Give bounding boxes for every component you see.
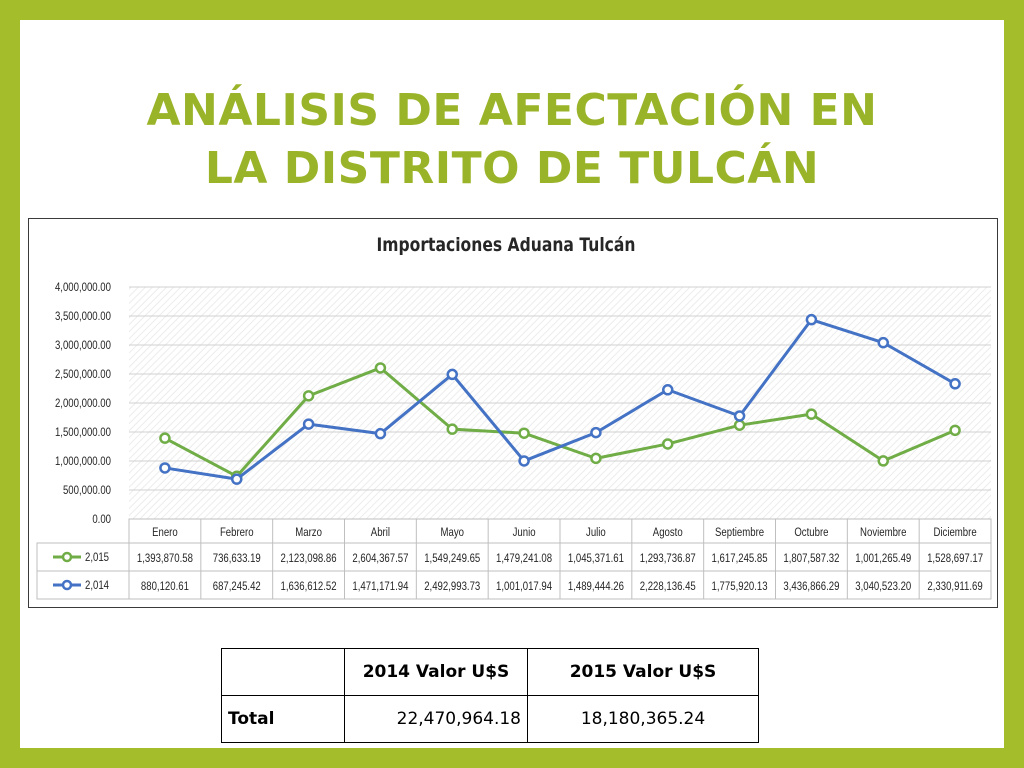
- x-category-label: Julio: [586, 526, 606, 539]
- data-point: [231, 473, 243, 485]
- data-point: [159, 462, 171, 474]
- x-category-label: Junio: [513, 526, 536, 539]
- y-tick-label: 4,000,000.00: [55, 281, 111, 294]
- data-point: [877, 336, 889, 349]
- legend-marker: [61, 551, 73, 563]
- totals-row: Total 22,470,964.18 18,180,365.24: [221, 695, 759, 743]
- table-value: 687,245.42: [213, 580, 261, 593]
- data-point: [805, 313, 818, 326]
- totals-label: Total: [221, 695, 345, 743]
- x-category-label: Septiembre: [715, 526, 764, 539]
- data-point: [446, 368, 458, 381]
- table-value: 2,123,098.86: [281, 552, 337, 565]
- table-value: 2,492,993.73: [424, 580, 480, 593]
- table-value: 2,604,367.57: [352, 552, 408, 565]
- line-chart: Importaciones Aduana Tulcán 0.00 500,000.…: [36, 235, 992, 600]
- y-tick-label: 0.00: [92, 513, 111, 526]
- table-value: 1,479,241.08: [496, 552, 552, 565]
- x-category-label: Abril: [371, 526, 390, 539]
- totals-header-2015: 2015 Valor U$S: [527, 648, 759, 696]
- data-point: [302, 390, 315, 402]
- table-value: 1,471,171.94: [352, 580, 408, 593]
- table-value: 2,330,911.69: [927, 580, 982, 593]
- table-value: 736,633.19: [213, 552, 261, 565]
- x-category-label: Febrero: [220, 526, 254, 539]
- data-point: [302, 418, 315, 430]
- totals-header-row: 2014 Valor U$S 2015 Valor U$S: [221, 648, 759, 696]
- slide-title-line-2: LA DISTRITO DE TULCÁN: [204, 143, 820, 194]
- slide: ANÁLISIS DE AFECTACIÓN EN LA DISTRITO DE…: [20, 20, 1004, 748]
- x-category-label: Noviembre: [860, 526, 906, 539]
- x-category-label: Octubre: [794, 526, 828, 539]
- table-value: 1,617,245.85: [712, 552, 768, 565]
- data-point: [590, 426, 602, 439]
- data-point: [733, 410, 746, 422]
- slide-title: ANÁLISIS DE AFECTACIÓN EN LA DISTRITO DE…: [20, 82, 1004, 198]
- data-point: [733, 419, 746, 431]
- table-value: 3,436,866.29: [783, 580, 839, 593]
- table-value: 1,393,870.58: [137, 552, 193, 565]
- y-tick-label: 2,500,000.00: [55, 368, 111, 381]
- table-value: 2,228,136.45: [640, 580, 696, 593]
- series-line-2014: [164, 318, 956, 481]
- table-value: 1,549,249.65: [424, 552, 480, 565]
- y-tick-label: 500,000.00: [63, 484, 111, 497]
- data-point: [374, 427, 387, 440]
- legend-label: 2,014: [85, 579, 109, 592]
- y-tick-label: 2,000,000.00: [55, 397, 111, 410]
- totals-header-2014: 2014 Valor U$S: [344, 648, 528, 696]
- x-category-label: Enero: [152, 526, 178, 539]
- legend-marker: [61, 579, 73, 591]
- table-value: 1,807,587.32: [783, 552, 839, 565]
- table-value: 1,775,920.13: [712, 580, 768, 593]
- y-tick-label: 3,500,000.00: [55, 310, 111, 323]
- data-point: [805, 408, 818, 420]
- y-tick-label: 3,000,000.00: [55, 339, 111, 352]
- x-category-label: Mayo: [441, 526, 464, 539]
- table-value: 1,636,612.52: [281, 580, 337, 593]
- table-value: 1,293,736.87: [640, 552, 696, 565]
- y-tick-label: 1,500,000.00: [55, 426, 111, 439]
- x-category-label: Agosto: [653, 526, 683, 539]
- table-value: 1,045,371.61: [568, 552, 624, 565]
- table-value: 1,528,697.17: [927, 552, 983, 565]
- totals-value-2015: 18,180,365.24: [527, 695, 759, 743]
- data-point: [662, 438, 674, 450]
- x-category-label: Marzo: [295, 526, 322, 539]
- table-value: 880,120.61: [141, 580, 189, 593]
- data-point: [159, 432, 171, 444]
- data-point: [590, 452, 602, 465]
- table-value: 3,040,523.20: [855, 580, 911, 593]
- y-tick-label: 1,000,000.00: [55, 455, 111, 468]
- totals-value-2014: 22,470,964.18: [344, 695, 528, 743]
- data-point: [949, 424, 961, 437]
- data-point: [877, 455, 889, 467]
- chart-title: Importaciones Aduana Tulcán: [377, 235, 636, 257]
- slide-title-line-1: ANÁLISIS DE AFECTACIÓN EN: [146, 85, 878, 136]
- data-point: [518, 427, 530, 439]
- table-value: 1,001,265.49: [855, 552, 911, 565]
- data-point: [949, 378, 961, 390]
- x-category-label: Diciembre: [933, 526, 976, 539]
- data-point: [446, 423, 458, 435]
- data-point: [662, 384, 674, 396]
- totals-table: 2014 Valor U$S 2015 Valor U$S Total 22,4…: [221, 648, 759, 743]
- totals-header-blank: [221, 648, 345, 696]
- legend-label: 2,015: [85, 551, 109, 564]
- data-point: [518, 455, 530, 467]
- chart-container: Importaciones Aduana Tulcán 0.00 500,000.…: [28, 218, 998, 608]
- table-value: 1,489,444.26: [568, 580, 624, 593]
- data-point: [374, 362, 387, 374]
- table-value: 1,001,017.94: [496, 580, 552, 593]
